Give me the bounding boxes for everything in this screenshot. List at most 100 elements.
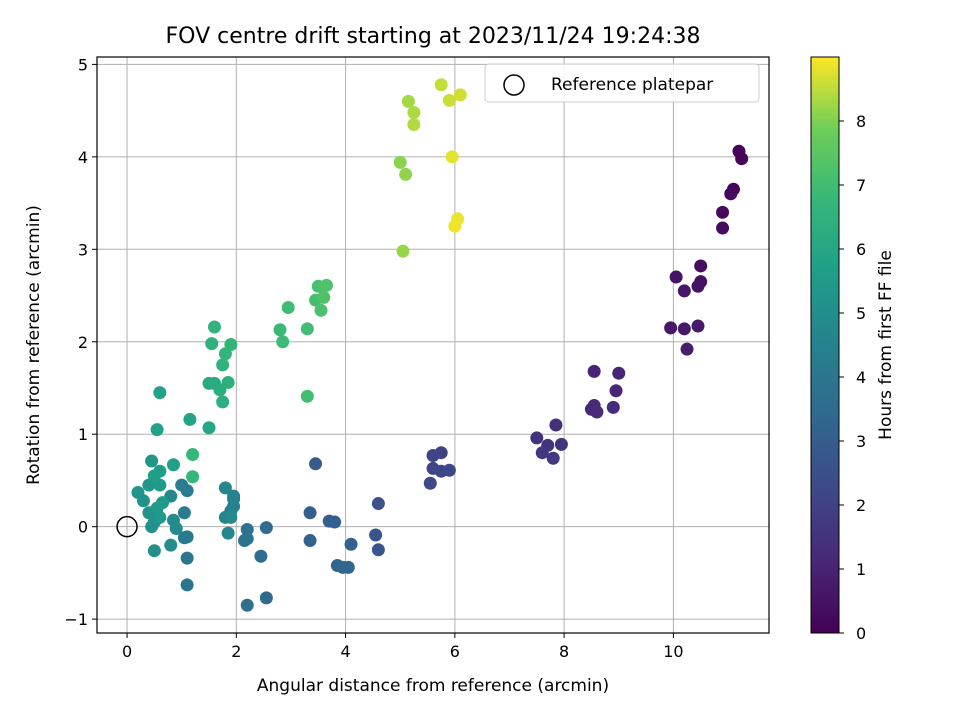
data-point: [442, 93, 456, 107]
x-axis-label: Angular distance from reference (arcmin): [257, 676, 609, 696]
data-point: [147, 544, 161, 558]
data-point: [166, 513, 180, 527]
y-axis: −1 0 1 2 3 4 5: [64, 55, 97, 629]
data-point: [240, 522, 254, 536]
data-point: [175, 478, 189, 492]
data-point: [434, 78, 448, 92]
data-point: [371, 543, 385, 557]
data-point: [177, 506, 191, 520]
data-point: [300, 322, 314, 336]
colorbar-frame: [810, 56, 840, 634]
data-point: [300, 389, 314, 403]
legend: Reference platepar: [484, 63, 760, 103]
data-point: [677, 322, 691, 336]
chart-title: FOV centre drift starting at 2023/11/24 …: [166, 24, 701, 49]
colorbar-gradient: [811, 57, 839, 633]
data-point: [145, 454, 159, 468]
y-axis-label: Rotation from reference (arcmin): [24, 205, 44, 485]
data-point: [254, 549, 268, 563]
data-point: [147, 469, 161, 483]
data-point: [606, 400, 620, 414]
colorbar-tick-label: 2: [856, 496, 866, 515]
data-point: [590, 405, 604, 419]
data-point: [145, 520, 159, 534]
data-point: [319, 278, 333, 292]
data-point: [205, 337, 219, 351]
data-point: [407, 105, 421, 119]
data-point: [164, 538, 178, 552]
x-tick-label: 2: [231, 642, 241, 661]
colorbar-tick-label: 1: [856, 560, 866, 579]
data-point: [183, 412, 197, 426]
x-axis: 0 2 4 6 8 10: [122, 633, 684, 661]
data-point: [216, 358, 230, 372]
data-point: [401, 94, 415, 108]
y-tick-label: 1: [78, 425, 88, 444]
data-point: [317, 290, 331, 304]
data-point: [453, 88, 467, 102]
data-point: [677, 284, 691, 298]
data-point: [448, 219, 462, 233]
data-point: [716, 205, 730, 219]
colorbar-label: Hours from first FF file: [876, 250, 896, 440]
data-point: [259, 521, 273, 535]
data-point: [177, 531, 191, 545]
data-point: [207, 320, 221, 334]
x-tick-label: 10: [663, 642, 683, 661]
data-point: [396, 244, 410, 258]
data-point: [426, 448, 440, 462]
x-tick-label: 6: [450, 642, 460, 661]
data-point: [554, 437, 568, 451]
colorbar: 0 1 2 3 4 5 6 7 8 Hours from first FF file: [810, 56, 896, 643]
y-tick-label: −1: [64, 610, 88, 629]
data-point: [156, 496, 170, 510]
y-tick-label: 4: [78, 148, 88, 167]
y-tick-label: 5: [78, 55, 88, 74]
data-point: [153, 510, 167, 524]
data-point: [309, 457, 323, 471]
colorbar-tick-label: 6: [856, 240, 866, 259]
data-point: [609, 384, 623, 398]
data-point: [664, 321, 678, 335]
data-point: [546, 451, 560, 465]
data-point: [691, 279, 705, 293]
data-point: [303, 534, 317, 548]
data-point: [530, 431, 544, 445]
data-point: [735, 152, 749, 166]
data-point: [445, 150, 459, 164]
y-tick-label: 3: [78, 240, 88, 259]
data-point: [224, 338, 238, 352]
data-point: [369, 528, 383, 542]
x-tick-label: 8: [559, 642, 569, 661]
data-point: [612, 366, 626, 380]
data-point: [549, 418, 563, 432]
colorbar-tick-label: 0: [856, 624, 866, 643]
data-point: [218, 481, 232, 495]
data-point: [423, 476, 437, 490]
data-points: [131, 78, 749, 612]
data-point: [303, 506, 317, 520]
data-point: [186, 448, 200, 462]
data-point: [680, 342, 694, 356]
legend-label: Reference platepar: [551, 75, 713, 95]
grid-lines: [97, 57, 769, 633]
data-point: [341, 560, 355, 574]
legend-marker: [503, 74, 525, 96]
x-tick-label: 4: [340, 642, 350, 661]
data-point: [535, 446, 549, 460]
data-point: [259, 591, 273, 605]
data-point: [442, 463, 456, 477]
legend-box: [484, 63, 760, 103]
data-point: [153, 386, 167, 400]
colorbar-tick-label: 5: [856, 304, 866, 323]
data-point: [669, 270, 683, 284]
data-point: [328, 515, 342, 529]
data-point: [166, 458, 180, 472]
data-point: [691, 319, 705, 333]
data-point: [224, 510, 238, 524]
data-point: [180, 578, 194, 592]
colorbar-tick-label: 8: [856, 112, 866, 131]
data-point: [276, 335, 290, 349]
data-point: [716, 221, 730, 235]
